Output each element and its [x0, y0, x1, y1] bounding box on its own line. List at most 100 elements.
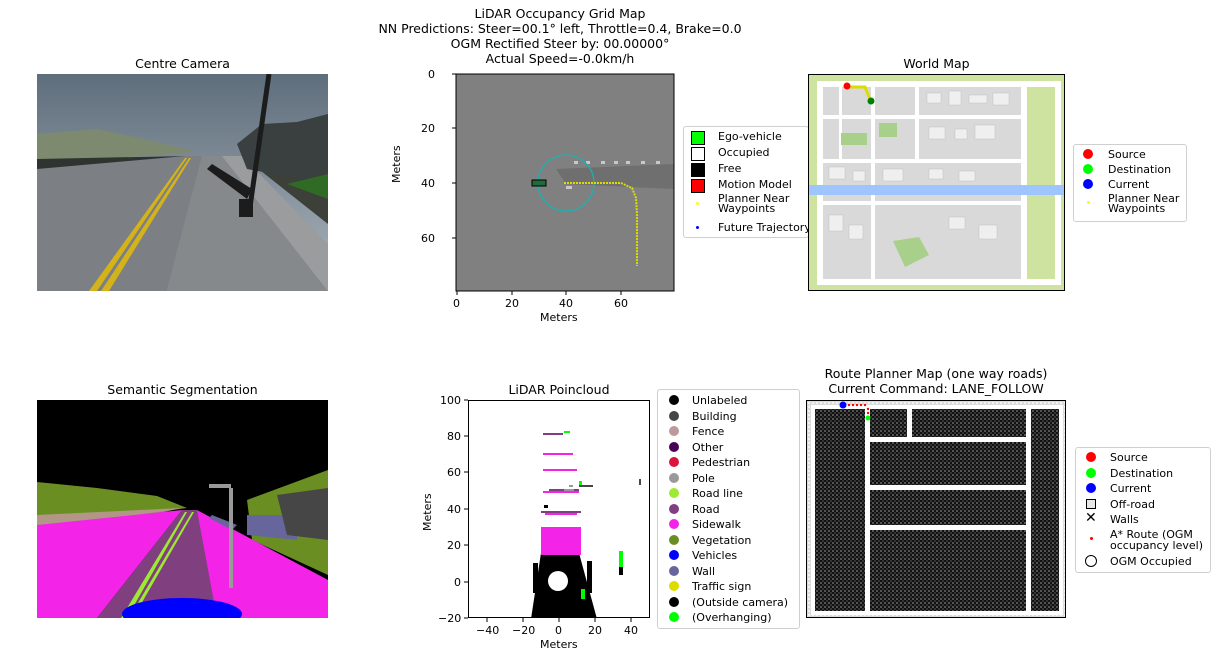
pointcloud-legend-item: Vehicles: [658, 549, 799, 564]
dot-marker-icon: [669, 441, 679, 452]
ogm-ytick: 60: [421, 232, 435, 245]
ogm-ego-vehicle: [531, 179, 547, 187]
dot-marker-icon: [669, 457, 679, 467]
dot-marker-icon: [669, 426, 679, 436]
pointcloud-xtick: −40: [476, 624, 500, 637]
ogm-ytick: 0: [428, 68, 435, 81]
pointcloud-ytick: 0: [454, 576, 461, 589]
dot-marker-icon: [1090, 537, 1093, 540]
pointcloud-legend-item: Traffic sign: [658, 580, 799, 595]
pointcloud-plot-area: [468, 400, 650, 618]
suptitle-line-2: NN Predictions: Steer=00.1° left, Thrott…: [378, 21, 742, 36]
dot-marker-icon: [669, 596, 679, 607]
route-legend-item: OGM Occupied: [1076, 555, 1210, 571]
route-planner-title-line-1: Route Planner Map (one way roads): [824, 366, 1048, 381]
ogm-ytick: 40: [421, 177, 435, 190]
world-map-legend-item: Source: [1074, 148, 1186, 164]
dot-marker-icon: [1083, 179, 1093, 189]
ogm-xtick: 40: [559, 297, 573, 310]
dot-marker-icon: [669, 472, 679, 483]
pointcloud-ylabel: Meters: [421, 493, 434, 531]
route-planner-map: [806, 400, 1066, 618]
ogm-xtick: 60: [614, 297, 628, 310]
square-marker-icon: [691, 163, 705, 177]
ogm-legend-item: Ego-vehicle: [684, 130, 808, 146]
dot-marker-icon: [696, 202, 699, 205]
pointcloud-ytick: 60: [447, 466, 461, 479]
pointcloud-legend-item: Vegetation: [658, 534, 799, 549]
route-current-marker: [839, 401, 847, 409]
ogm-legend: Ego-vehicle Occupied Free Motion Model P…: [683, 126, 811, 238]
pointcloud-xtick: 0: [555, 624, 562, 637]
route-legend-item: Source: [1076, 451, 1210, 467]
dot-marker-icon: [669, 612, 679, 622]
square-marker-icon: [691, 147, 705, 161]
world-map-legend: Source Destination Current Planner Near …: [1073, 144, 1187, 222]
dot-marker-icon: [669, 410, 679, 421]
dot-marker-icon: [669, 488, 679, 498]
world-map-title: World Map: [903, 56, 970, 71]
dot-marker-icon: [669, 550, 679, 560]
dot-marker-icon: [669, 395, 679, 405]
world-map-image: [808, 74, 1065, 291]
dot-marker-icon: [669, 565, 679, 576]
pointcloud-legend-item: (Overhanging): [658, 611, 799, 626]
pointcloud-legend-item: Fence: [658, 425, 799, 440]
dot-marker-icon: [1087, 201, 1090, 204]
pointcloud-legend-item: Other: [658, 441, 799, 456]
suptitle-line-3: OGM Rectified Steer by: 00.00000°: [450, 36, 670, 51]
ogm-legend-item: Free: [684, 162, 808, 178]
pointcloud-ego-gap: [548, 571, 568, 591]
segmentation-title: Semantic Segmentation: [107, 382, 258, 397]
world-map-legend-item: Destination: [1074, 163, 1186, 179]
dot-marker-icon: [669, 534, 679, 545]
ogm-plot-area: [456, 74, 674, 291]
pointcloud-title: LiDAR Poincloud: [508, 382, 610, 397]
ogm-ylabel: Meters: [390, 145, 403, 183]
pointcloud-legend: Unlabeled Building Fence Other Pedestria…: [657, 389, 800, 629]
dot-marker-icon: [669, 519, 679, 529]
pointcloud-legend-item: Pole: [658, 472, 799, 487]
route-legend-item: ✕ Walls: [1085, 510, 1139, 526]
world-map-source-marker: [843, 82, 851, 90]
ogm-xlabel: Meters: [540, 311, 578, 324]
river: [809, 185, 1064, 195]
dot-marker-icon: [1086, 452, 1096, 462]
route-legend-item: Off-road: [1076, 498, 1210, 514]
ogm-axes: [452, 73, 675, 295]
pointcloud-xlabel: Meters: [540, 638, 578, 651]
route-planner-title: Route Planner Map (one way roads) Curren…: [806, 366, 1066, 396]
world-map-legend-item: Current: [1074, 178, 1186, 194]
route-legend-item: A* Route (OGM occupancy level): [1076, 529, 1210, 555]
pointcloud-ytick: −20: [438, 612, 462, 625]
route-destination-marker: [865, 415, 871, 421]
dot-marker-icon: [696, 226, 699, 229]
pointcloud-legend-item: Sidewalk: [658, 518, 799, 533]
pointcloud-xtick: −20: [512, 624, 536, 637]
pointcloud-legend-item: Wall: [658, 565, 799, 580]
pointcloud-ytick: 20: [447, 539, 461, 552]
pointcloud-ytick: 100: [440, 394, 461, 407]
pointcloud-ytick: 40: [447, 503, 461, 516]
pointcloud-xtick: 20: [588, 624, 602, 637]
route-planner-title-line-2: Current Command: LANE_FOLLOW: [828, 381, 1044, 396]
square-marker-icon: [691, 131, 705, 145]
pointcloud-legend-item: Road line: [658, 487, 799, 502]
pointcloud-legend-item: Building: [658, 410, 799, 425]
ogm-legend-item: Planner Near Waypoints: [684, 193, 808, 220]
ogm-xtick: 0: [453, 297, 460, 310]
square-outline-icon: [1086, 498, 1096, 509]
route-legend-item: Current: [1076, 482, 1210, 498]
pointcloud-legend-item: Unlabeled: [658, 394, 799, 409]
pointcloud-axes: [464, 399, 632, 622]
dot-marker-icon: [1086, 483, 1096, 493]
ogm-legend-item: Future Trajectory: [684, 221, 811, 235]
dot-marker-icon: [669, 581, 679, 591]
pointcloud-xtick: 40: [624, 624, 638, 637]
dot-marker-icon: [1083, 164, 1093, 174]
dot-marker-icon: [1083, 149, 1093, 159]
figure-suptitle: LiDAR Occupancy Grid Map NN Predictions:…: [300, 6, 820, 66]
centre-camera-image: [37, 74, 328, 291]
pointcloud-legend-item: Pedestrian: [658, 456, 799, 471]
dot-marker-icon: [669, 503, 679, 514]
